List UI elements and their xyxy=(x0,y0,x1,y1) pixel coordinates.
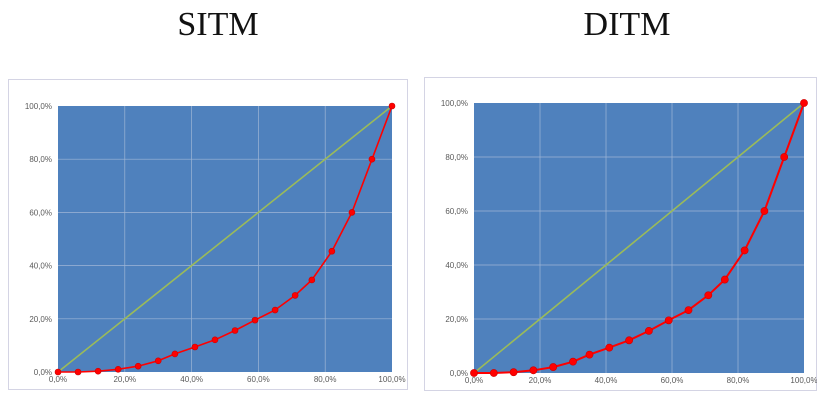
data-point xyxy=(54,368,62,376)
data-point xyxy=(684,306,693,314)
data-point xyxy=(720,275,729,284)
chart-panel-sitm: 0,0% 20,0% 40,0% 60,0% 80,0% 100,0% 0,0% 20,0% 4… xyxy=(8,79,408,390)
y-tick-label: 100,0% xyxy=(441,99,468,108)
data-point xyxy=(171,350,179,358)
chart-heading-ditm: DITM xyxy=(583,6,671,43)
x-tick-label: 40,0% xyxy=(180,375,203,384)
data-point xyxy=(114,366,122,373)
data-point xyxy=(760,207,769,215)
y-tick-label: 80,0% xyxy=(29,155,52,164)
y-tick-label: 100,0% xyxy=(25,102,52,111)
x-tick-label: 80,0% xyxy=(314,375,337,384)
data-point xyxy=(291,292,299,299)
chart-svg-sitm: 0,0% 20,0% 40,0% 60,0% 80,0% 100,0% 0,0% 20,0% 4… xyxy=(25,102,406,384)
data-point xyxy=(134,362,142,370)
data-point xyxy=(74,368,82,376)
y-tick-label: 80,0% xyxy=(445,153,468,162)
data-point xyxy=(529,366,538,375)
data-point xyxy=(94,367,102,375)
data-point xyxy=(800,99,808,107)
x-tick-label: 20,0% xyxy=(113,375,136,384)
data-point xyxy=(388,102,396,110)
data-point xyxy=(489,369,498,377)
data-point xyxy=(251,316,259,324)
y-tick-label: 0,0% xyxy=(450,369,468,378)
data-point xyxy=(509,368,518,377)
data-point xyxy=(644,326,653,335)
lorenz-curve-line xyxy=(58,105,393,373)
x-tick-label: 100,0% xyxy=(790,376,817,385)
data-point xyxy=(664,316,673,325)
data-point xyxy=(308,276,316,284)
y-tick-label: 0,0% xyxy=(34,368,52,377)
chart-svg-ditm: 0,0% 20,0% 40,0% 60,0% 80,0% 100,0% 0,0% 20,0% 4… xyxy=(441,99,817,385)
y-tick-label: 60,0% xyxy=(29,208,52,217)
data-point xyxy=(569,357,577,366)
data-point xyxy=(470,369,478,377)
equality-line xyxy=(473,102,805,374)
x-tick-label: 0,0% xyxy=(465,376,483,385)
data-point xyxy=(211,336,219,344)
y-tick-label: 40,0% xyxy=(445,261,468,270)
y-tick-label: 40,0% xyxy=(29,262,52,271)
data-point xyxy=(328,247,336,255)
chart-panel-ditm: 0,0% 20,0% 40,0% 60,0% 80,0% 100,0% 0,0% 20,0% 4… xyxy=(424,77,817,391)
data-point xyxy=(231,327,239,334)
data-point xyxy=(271,306,279,314)
chart-heading-sitm: SITM xyxy=(177,6,259,43)
x-tick-label: 100,0% xyxy=(378,375,405,384)
x-tick-label: 0,0% xyxy=(49,375,67,384)
data-point xyxy=(605,343,614,352)
x-tick-label: 60,0% xyxy=(661,376,684,385)
data-point xyxy=(348,209,356,216)
data-point xyxy=(368,155,376,163)
data-point xyxy=(585,350,594,359)
x-tick-label: 60,0% xyxy=(247,375,270,384)
y-tick-label: 60,0% xyxy=(445,207,468,216)
data-point xyxy=(549,363,558,371)
y-tick-label: 20,0% xyxy=(29,315,52,324)
data-point xyxy=(780,153,789,161)
x-tick-label: 40,0% xyxy=(595,376,618,385)
equality-line xyxy=(57,105,393,373)
x-tick-label: 20,0% xyxy=(529,376,552,385)
data-point xyxy=(191,343,199,351)
y-tick-label: 20,0% xyxy=(445,315,468,324)
data-point xyxy=(625,336,633,345)
data-point xyxy=(704,291,713,300)
data-point xyxy=(740,246,749,255)
data-point xyxy=(154,357,162,365)
x-tick-label: 80,0% xyxy=(727,376,750,385)
